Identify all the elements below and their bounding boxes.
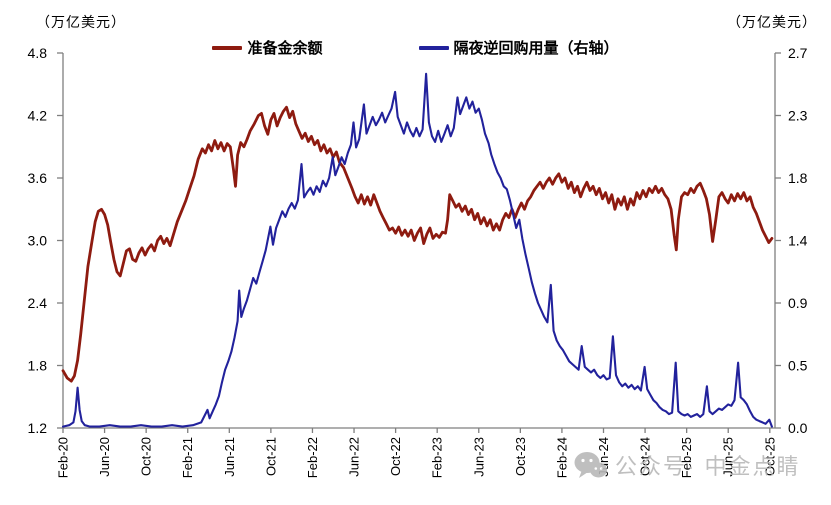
svg-text:Feb-23: Feb-23 (430, 437, 445, 478)
watermark-text: 公众号· 中金点睛 (615, 454, 801, 479)
svg-text:0.9: 0.9 (788, 295, 808, 311)
svg-text:2.3: 2.3 (788, 108, 808, 124)
svg-text:1.8: 1.8 (28, 358, 48, 374)
svg-text:Jun-23: Jun-23 (471, 437, 486, 477)
svg-text:2.4: 2.4 (28, 295, 48, 311)
right-axis-unit-label: （万亿美元） (727, 14, 817, 30)
svg-text:Oct-25: Oct-25 (762, 437, 777, 476)
left-axis-unit-label: （万亿美元） (36, 14, 126, 30)
svg-text:3.6: 3.6 (28, 170, 48, 186)
svg-text:Feb-20: Feb-20 (56, 437, 71, 478)
svg-text:4.2: 4.2 (28, 108, 48, 124)
svg-text:Feb-21: Feb-21 (180, 437, 195, 478)
svg-text:Feb-24: Feb-24 (554, 437, 569, 478)
svg-text:Oct-22: Oct-22 (388, 437, 403, 476)
svg-text:Oct-23: Oct-23 (513, 437, 528, 476)
svg-text:Jun-22: Jun-22 (347, 437, 362, 477)
svg-text:0.0: 0.0 (788, 420, 808, 436)
wechat-icon (574, 452, 607, 478)
svg-text:Oct-20: Oct-20 (139, 437, 154, 476)
svg-text:Oct-24: Oct-24 (638, 437, 653, 476)
svg-text:Oct-21: Oct-21 (263, 437, 278, 476)
svg-text:1.8: 1.8 (788, 170, 808, 186)
svg-text:2.7: 2.7 (788, 45, 808, 61)
svg-text:3.0: 3.0 (28, 233, 48, 249)
watermark: 公众号· 中金点睛 (574, 449, 800, 481)
svg-text:Feb-22: Feb-22 (305, 437, 320, 478)
svg-text:4.8: 4.8 (28, 45, 48, 61)
svg-text:Feb-25: Feb-25 (679, 437, 694, 478)
series-line-overnight-rrp (61, 72, 773, 428)
svg-text:Jun-20: Jun-20 (97, 437, 112, 477)
svg-text:1.2: 1.2 (28, 420, 48, 436)
series-line-reserve-balance (61, 105, 774, 383)
svg-text:0.5: 0.5 (788, 358, 808, 374)
svg-text:Jun-21: Jun-21 (222, 437, 237, 477)
svg-text:1.4: 1.4 (788, 233, 808, 249)
svg-text:Jun-25: Jun-25 (721, 437, 736, 477)
